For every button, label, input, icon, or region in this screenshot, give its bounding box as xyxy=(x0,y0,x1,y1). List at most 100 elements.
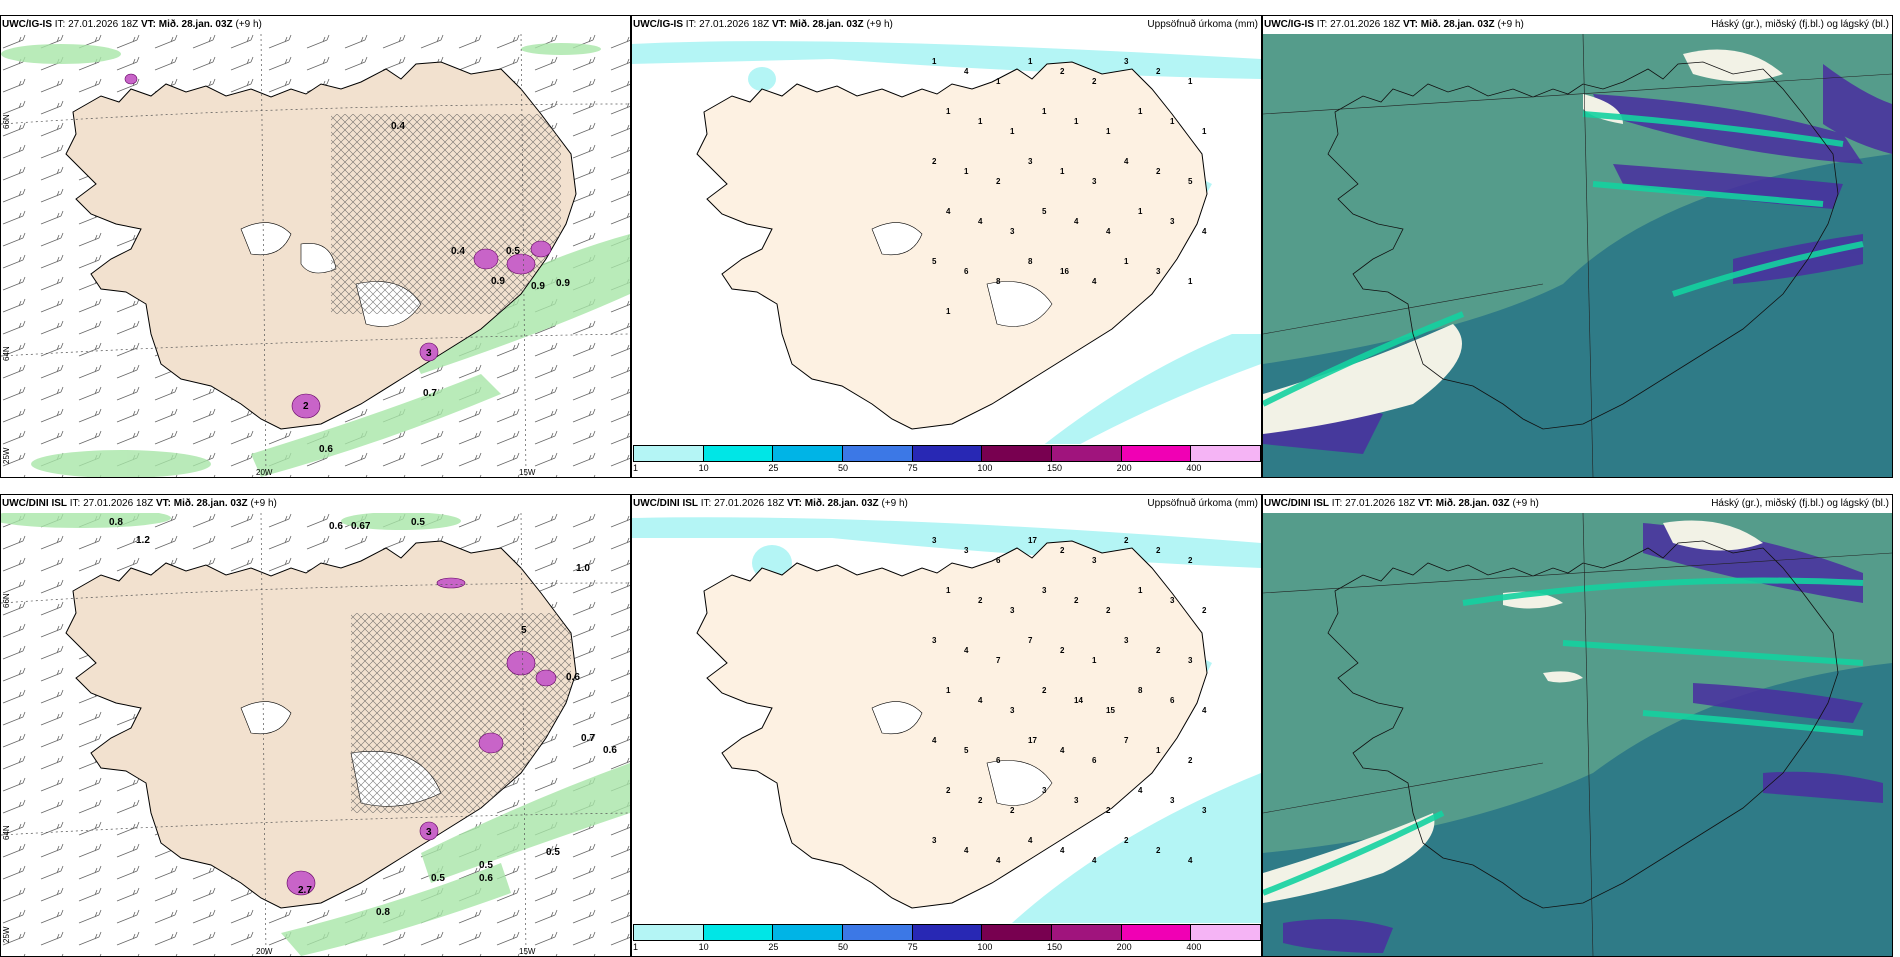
precip-value: 1 xyxy=(1106,127,1111,136)
precip-value: 4 xyxy=(1202,227,1207,236)
it-value: 27.01.2026 18Z xyxy=(699,19,770,30)
projection-lines xyxy=(1263,513,1892,956)
precip-value: 4 xyxy=(978,696,983,705)
it-value: 27.01.2026 18Z xyxy=(68,19,139,30)
precip-value: 4 xyxy=(978,217,983,226)
precip-value: 14 xyxy=(1074,696,1083,705)
colorbar-label: 100 xyxy=(977,942,993,952)
lead-time: (+9 h) xyxy=(235,19,262,30)
precip-value: 2 xyxy=(1156,167,1161,176)
colorbar-label: 10 xyxy=(698,942,709,952)
precip-value: 1 xyxy=(946,686,951,695)
map-clouds xyxy=(1263,34,1892,477)
colorbar-label: 50 xyxy=(838,463,849,473)
value-label: 0.6 xyxy=(566,672,580,683)
precip-value: 3 xyxy=(932,636,937,645)
colorbar-swatch xyxy=(1190,445,1261,462)
lead-time: (+9 h) xyxy=(1497,19,1524,30)
precip-value: 2 xyxy=(1156,67,1161,76)
value-label: 1.2 xyxy=(136,535,150,546)
value-label: 0.7 xyxy=(423,388,437,399)
precip-value: 2 xyxy=(1156,646,1161,655)
vt-label: VT: xyxy=(771,19,787,30)
precip-value: 5 xyxy=(1188,177,1193,186)
colorbar-swatch xyxy=(1120,445,1192,462)
precip-value: 17 xyxy=(1028,536,1037,545)
it-label: IT: xyxy=(54,19,66,30)
precip-value: 2 xyxy=(1042,686,1047,695)
value-label: 0.5 xyxy=(479,860,493,871)
value-label: 0.5 xyxy=(546,847,560,858)
precip-value: 1 xyxy=(1092,656,1097,665)
precip-value: 4 xyxy=(946,207,951,216)
precip-value: 2 xyxy=(1092,77,1097,86)
colorbar-swatch xyxy=(842,445,913,462)
colorbar-label: 1 xyxy=(633,463,639,473)
precip-value: 5 xyxy=(964,746,969,755)
colorbar-label: 200 xyxy=(1116,463,1132,473)
precip-value: 2 xyxy=(1106,806,1111,815)
precip-value: 2 xyxy=(1202,606,1207,615)
light-precip-areas xyxy=(1,513,630,956)
vt-value: Mið. 28.jan. 03Z xyxy=(789,19,864,30)
colorbar-label: 75 xyxy=(907,463,918,473)
precip-value: 1 xyxy=(1042,107,1047,116)
precip-value: 1 xyxy=(964,167,969,176)
precip-value: 3 xyxy=(1010,606,1015,615)
axis-label: 64N xyxy=(2,825,11,840)
precip-value: 1 xyxy=(1188,277,1193,286)
colorbar-swatch xyxy=(633,924,704,941)
high-cloud-areas xyxy=(1263,49,1783,434)
value-label: 0.67 xyxy=(351,521,371,532)
it-value: 27.01.2026 18Z xyxy=(83,498,154,509)
map-precip: 1 4 1 1 2 2 3 2 1 1 1 1 1 1 1 1 1 1 2 1 2 3 1 3 4 2 5 4 4 3 5 4 4 1 3 4 5 6 8 8… xyxy=(632,41,1261,444)
colorbar-swatch xyxy=(981,924,1052,941)
panel-wind-dini: UWC/DINI ISL IT: 27.01.2026 18Z VT: Mið.… xyxy=(0,494,631,957)
colorbar-swatch xyxy=(981,445,1052,462)
precip-value: 4 xyxy=(964,646,969,655)
colorbar-label: 50 xyxy=(838,942,849,952)
colorbar-label: 150 xyxy=(1047,463,1063,473)
precip-value: 3 xyxy=(1010,227,1015,236)
vt-label: VT: xyxy=(1402,19,1418,30)
precip-value: 6 xyxy=(996,756,1001,765)
heavy-precip-cells xyxy=(286,577,557,896)
axis-labels: 66N 64N 20W 15W 25W xyxy=(2,114,536,477)
panel-header: UWC/IG-IS IT: 27.01.2026 18Z VT: Mið. 28… xyxy=(1,16,630,34)
panel-header: UWC/DINI ISL IT: 27.01.2026 18Z VT: Mið.… xyxy=(632,495,1261,513)
precip-value: 4 xyxy=(1138,786,1143,795)
precip-value: 1 xyxy=(1156,746,1161,755)
value-label: 1.0 xyxy=(576,563,590,574)
field-title: Uppsöfnuð úrkoma (mm) xyxy=(1147,498,1258,509)
colorbar-label: 200 xyxy=(1116,942,1132,952)
colorbar-swatch xyxy=(772,445,843,462)
vt-value: Mið. 28.jan. 03Z xyxy=(173,498,248,509)
precip-value: 2 xyxy=(1124,836,1129,845)
value-label: 5 xyxy=(521,625,527,636)
precip-value: 6 xyxy=(996,556,1001,565)
colorbar-swatch xyxy=(911,924,983,941)
vt-label: VT: xyxy=(155,498,171,509)
precip-value: 1 xyxy=(946,107,951,116)
precip-value: 4 xyxy=(1092,856,1097,865)
precip-value: 1 xyxy=(946,586,951,595)
precip-value: 1 xyxy=(1170,117,1175,126)
map-wind: 0.9 0.9 0.7 0.6 0.4 0.5 2 3 0.4 0.9 66N … xyxy=(1,34,630,477)
value-label: 0.8 xyxy=(109,517,123,528)
lead-time: (+9 h) xyxy=(250,498,277,509)
precip-value: 3 xyxy=(1010,706,1015,715)
field-title: Háský (gr.), miðský (fj.bl.) og lágský (… xyxy=(1711,19,1889,30)
precip-value: 4 xyxy=(1028,836,1033,845)
value-label: 0.6 xyxy=(479,873,493,884)
colorbar-label: 400 xyxy=(1186,463,1202,473)
precip-value: 4 xyxy=(1060,746,1065,755)
axis-label: 66N xyxy=(2,114,11,129)
colorbar-swatch xyxy=(842,924,913,941)
precip-value: 3 xyxy=(932,836,937,845)
field-title: Háský (gr.), miðský (fj.bl.) og lágský (… xyxy=(1711,498,1889,509)
colorbar-swatch xyxy=(772,924,843,941)
precip-colorbar: 1 10 25 50 75 100 150 200 400 xyxy=(633,445,1261,475)
precip-value: 1 xyxy=(946,307,951,316)
colorbar-label: 150 xyxy=(1047,942,1063,952)
map-precip: 3361723222123322132347721323143214158644… xyxy=(632,517,1261,923)
